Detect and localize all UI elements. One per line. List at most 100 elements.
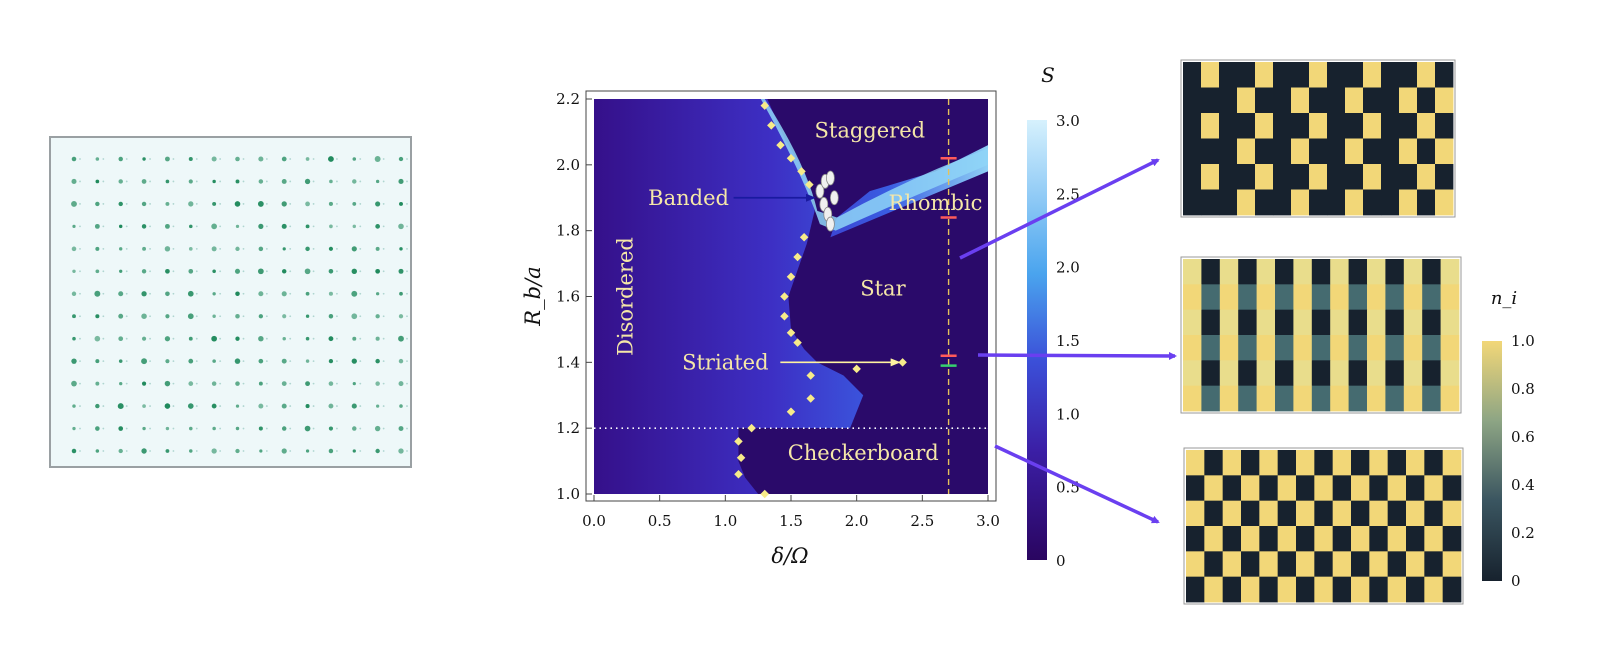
atom-dot-faint [195, 203, 198, 205]
colorbar-ni-tick: 0 [1511, 572, 1521, 590]
atom-dot [71, 448, 77, 454]
config-cell [1201, 360, 1221, 387]
atom-dot [305, 314, 310, 318]
config-cell [1201, 189, 1220, 216]
config-cell [1387, 526, 1407, 552]
config-cell [1222, 500, 1242, 527]
atom-dot [71, 246, 77, 252]
atom-dot-faint [195, 247, 198, 250]
config-cell [1330, 385, 1349, 412]
atom-dot [399, 201, 403, 206]
config-cell [1219, 62, 1238, 88]
atom-dot-faint [219, 360, 222, 363]
config-cell [1255, 113, 1274, 139]
atom-dot [352, 157, 357, 161]
atom-dot-faint [382, 450, 385, 452]
atom-dot [165, 201, 170, 206]
atom-dot-faint [312, 225, 315, 228]
atom-dot [352, 449, 356, 453]
atom-dot [187, 313, 194, 320]
config-cell [1442, 500, 1462, 527]
config-cell [1273, 138, 1292, 165]
atom-dot [258, 381, 263, 386]
config-cell [1399, 164, 1418, 190]
config-cell [1255, 164, 1274, 190]
config-cell [1422, 309, 1441, 336]
atom-dot [235, 291, 240, 297]
atom-dot [328, 359, 334, 364]
config-cell [1201, 113, 1220, 139]
atom-dot [328, 156, 334, 162]
atom-dot-faint [125, 270, 128, 273]
atom-dot-faint [359, 225, 362, 228]
config-cell [1273, 164, 1292, 190]
config-cell [1424, 551, 1444, 578]
atom-dot [305, 449, 310, 453]
config-cell [1241, 576, 1260, 603]
atom-dot [164, 403, 171, 409]
config-cell [1367, 360, 1386, 387]
x-tick-label: 2.5 [910, 512, 934, 530]
config-cell [1332, 475, 1352, 502]
boundary-point [793, 338, 802, 347]
colorbar-ni-tick: 0.6 [1511, 428, 1535, 446]
atom-dot-faint [195, 382, 198, 385]
config-cell [1237, 87, 1256, 114]
atom-dot-faint [336, 225, 338, 228]
config-cell [1435, 87, 1454, 114]
atom-dot-faint [125, 382, 128, 385]
config-cell [1204, 475, 1224, 502]
atom-dot [235, 224, 240, 229]
colorbar-s-tick: 3.0 [1056, 112, 1080, 130]
atom-dot-faint [336, 382, 338, 385]
atom-dot [212, 314, 216, 318]
atom-dot [376, 404, 380, 408]
atom-dot [235, 426, 240, 431]
colorbar-ni-tick: 0.4 [1511, 476, 1535, 494]
atom-dot [375, 448, 380, 454]
config-cell [1238, 335, 1257, 361]
atom-dot-faint [289, 292, 292, 295]
atom-dot-faint [79, 450, 81, 452]
atom-dot [95, 157, 100, 161]
atom-dot-faint [265, 292, 268, 295]
atom-dot-faint [312, 180, 315, 183]
config-cell [1367, 309, 1386, 336]
atom-dot [398, 223, 404, 230]
config-cell [1277, 576, 1297, 603]
colorbar-s-tick: 0 [1056, 552, 1066, 570]
atom-dot-faint [242, 382, 245, 385]
config-cell [1183, 259, 1202, 285]
atom-dot [71, 178, 77, 185]
atom-dot-faint [219, 427, 222, 430]
atom-dot [94, 223, 100, 229]
config-cell [1255, 62, 1274, 88]
atom-dot-faint [312, 450, 315, 452]
config-cell [1348, 259, 1368, 285]
config-cell [1387, 576, 1407, 603]
config-cell [1327, 138, 1346, 165]
config-cell [1442, 475, 1462, 502]
atom-dot-faint [406, 203, 408, 205]
config-cell [1369, 526, 1389, 552]
atom-dot-faint [149, 292, 151, 295]
arrow-to-rhombic [959, 158, 1160, 260]
atom-dot [165, 268, 170, 274]
config-cell [1345, 62, 1364, 88]
config-cell [1273, 189, 1292, 216]
atom-dot-faint [312, 427, 315, 430]
config-cell [1348, 385, 1368, 412]
config-cell [1293, 284, 1313, 311]
config-cell [1255, 189, 1274, 216]
config-cell [1222, 551, 1242, 578]
config-cell [1186, 500, 1205, 527]
x-tick-label: 0.5 [648, 512, 672, 530]
atom-dot-faint [406, 450, 408, 452]
atom-dot-faint [382, 158, 385, 160]
config-cell [1222, 576, 1242, 603]
atom-dot [258, 314, 264, 319]
config-cell [1293, 335, 1313, 361]
config-cell [1219, 284, 1239, 311]
config-cell [1440, 309, 1460, 336]
atom-dot [374, 425, 381, 432]
